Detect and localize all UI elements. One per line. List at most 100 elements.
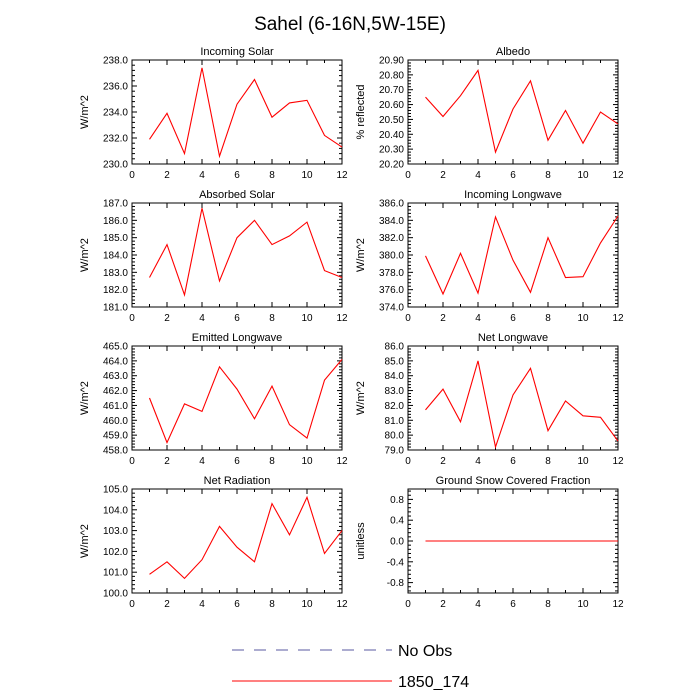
y-axis-label: W/m^2 bbox=[79, 381, 91, 415]
series-line-0 bbox=[149, 67, 343, 159]
y-tick-label: 234.0 bbox=[103, 108, 128, 119]
y-axis-label: % reflected bbox=[355, 84, 367, 139]
x-tick-label: 0 bbox=[129, 313, 135, 324]
y-tick-label: 378.0 bbox=[379, 268, 404, 279]
x-tick-label: 4 bbox=[199, 170, 205, 181]
panel-7: 0 2 4 6 8 10 12 -0.8 -0.4 0.0 0.4 0.8 Ground Snow Co… bbox=[355, 475, 624, 610]
legend: No Obs 1850_174 bbox=[232, 643, 469, 691]
series-line-0 bbox=[425, 215, 619, 296]
x-tick-label: 6 bbox=[510, 170, 516, 181]
y-tick-label: 230.0 bbox=[103, 160, 128, 171]
y-tick-label: 20.90 bbox=[379, 56, 404, 67]
y-tick-label: 84.0 bbox=[385, 371, 405, 382]
x-tick-label: 10 bbox=[577, 456, 589, 467]
x-tick-label: 0 bbox=[405, 170, 411, 181]
x-tick-label: 10 bbox=[301, 456, 313, 467]
x-tick-label: 2 bbox=[440, 599, 446, 610]
y-tick-label: 103.0 bbox=[103, 526, 128, 537]
y-tick-label: 20.70 bbox=[379, 85, 404, 96]
x-tick-label: 2 bbox=[164, 170, 170, 181]
x-tick-label: 2 bbox=[164, 456, 170, 467]
plot-frame bbox=[131, 488, 343, 594]
x-tick-label: 8 bbox=[269, 599, 275, 610]
x-tick-label: 10 bbox=[301, 313, 313, 324]
x-tick-label: 2 bbox=[440, 313, 446, 324]
y-tick-label: 460.0 bbox=[103, 416, 128, 427]
plot-frame bbox=[407, 345, 619, 451]
y-tick-label: -0.8 bbox=[387, 578, 405, 589]
series-line-0 bbox=[425, 69, 619, 154]
x-tick-label: 12 bbox=[612, 456, 624, 467]
y-tick-label: 79.0 bbox=[385, 446, 405, 457]
y-tick-label: 461.0 bbox=[103, 401, 128, 412]
x-tick-label: 10 bbox=[301, 170, 313, 181]
x-tick-label: 6 bbox=[234, 170, 240, 181]
series-line-0 bbox=[148, 359, 343, 445]
y-tick-label: 459.0 bbox=[103, 431, 128, 442]
y-tick-label: 187.0 bbox=[103, 199, 128, 210]
x-tick-label: 12 bbox=[336, 170, 348, 181]
figure-title: Sahel (6-16N,5W-15E) bbox=[254, 14, 446, 35]
y-tick-label: 465.0 bbox=[103, 342, 128, 353]
y-tick-label: 83.0 bbox=[385, 386, 405, 397]
y-tick-label: 102.0 bbox=[103, 547, 128, 558]
x-tick-label: 4 bbox=[199, 456, 205, 467]
y-tick-label: 458.0 bbox=[103, 446, 128, 457]
x-tick-label: 8 bbox=[269, 170, 275, 181]
y-tick-label: 20.60 bbox=[379, 100, 404, 111]
x-tick-label: 2 bbox=[440, 456, 446, 467]
panel-4: 0 2 4 6 8 10 12 458.0 459.0 460.0 461.0 462.0 463.0 4… bbox=[79, 332, 348, 467]
panel-title: Net Radiation bbox=[204, 475, 271, 487]
y-tick-label: 0.0 bbox=[390, 537, 404, 548]
y-tick-label: 101.0 bbox=[103, 568, 128, 579]
y-tick-label: 238.0 bbox=[103, 56, 128, 67]
x-tick-label: 10 bbox=[577, 170, 589, 181]
x-tick-label: 0 bbox=[129, 456, 135, 467]
panel-2: 0 2 4 6 8 10 12 181.0 182.0 183.0 184.0 185.0 186.0 1… bbox=[79, 189, 348, 324]
x-tick-label: 4 bbox=[199, 599, 205, 610]
y-tick-label: 183.0 bbox=[103, 268, 128, 279]
panel-3: 0 2 4 6 8 10 12 374.0 376.0 378.0 380.0 382.0 384.0 3… bbox=[355, 189, 624, 324]
x-tick-label: 0 bbox=[405, 313, 411, 324]
y-axis-label: W/m^2 bbox=[355, 238, 367, 272]
y-tick-label: 386.0 bbox=[379, 199, 404, 210]
panel-title: Incoming Solar bbox=[200, 46, 274, 58]
x-tick-label: 10 bbox=[577, 599, 589, 610]
y-tick-label: -0.4 bbox=[387, 557, 405, 568]
x-tick-label: 0 bbox=[405, 456, 411, 467]
x-tick-label: 8 bbox=[269, 313, 275, 324]
x-tick-label: 4 bbox=[475, 599, 481, 610]
y-tick-label: 0.4 bbox=[390, 516, 404, 527]
x-tick-label: 10 bbox=[301, 599, 313, 610]
x-tick-label: 8 bbox=[545, 599, 551, 610]
x-tick-label: 6 bbox=[510, 313, 516, 324]
x-tick-label: 12 bbox=[612, 313, 624, 324]
y-tick-label: 20.30 bbox=[379, 145, 404, 156]
y-tick-label: 186.0 bbox=[103, 216, 128, 227]
panel-title: Net Longwave bbox=[478, 332, 548, 344]
x-tick-label: 8 bbox=[269, 456, 275, 467]
x-tick-label: 6 bbox=[234, 456, 240, 467]
x-tick-label: 12 bbox=[336, 456, 348, 467]
plot-frame bbox=[407, 202, 619, 308]
x-tick-label: 12 bbox=[336, 313, 348, 324]
x-tick-label: 10 bbox=[577, 313, 589, 324]
y-tick-label: 384.0 bbox=[379, 216, 404, 227]
panel-title: Incoming Longwave bbox=[464, 189, 562, 201]
x-tick-label: 8 bbox=[545, 456, 551, 467]
x-tick-label: 12 bbox=[336, 599, 348, 610]
y-tick-label: 182.0 bbox=[103, 285, 128, 296]
y-axis-label: W/m^2 bbox=[79, 95, 91, 129]
x-tick-label: 4 bbox=[199, 313, 205, 324]
y-axis-label: W/m^2 bbox=[79, 238, 91, 272]
x-tick-label: 6 bbox=[234, 313, 240, 324]
y-tick-label: 80.0 bbox=[385, 431, 405, 442]
panel-1: 0 2 4 6 8 10 12 20.20 20.30 20.40 20.50 20.60 20.70 2… bbox=[355, 46, 624, 181]
x-tick-label: 2 bbox=[164, 599, 170, 610]
panel-5: 0 2 4 6 8 10 12 79.0 80.0 81.0 82.0 83.0 84.0 85.0 86.… bbox=[355, 332, 624, 467]
plot-frame bbox=[131, 202, 343, 308]
y-tick-label: 464.0 bbox=[103, 356, 128, 367]
x-tick-label: 6 bbox=[234, 599, 240, 610]
y-axis-label: unitless bbox=[355, 522, 367, 560]
